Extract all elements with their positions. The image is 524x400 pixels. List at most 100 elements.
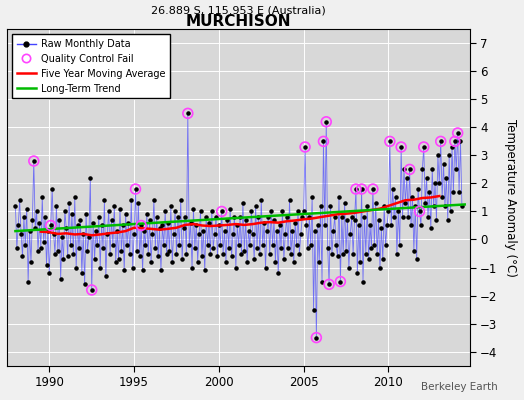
Point bbox=[209, 245, 217, 251]
Point bbox=[271, 259, 280, 265]
Point bbox=[347, 214, 356, 220]
Point bbox=[301, 144, 309, 150]
Point bbox=[264, 214, 272, 220]
Point bbox=[345, 264, 353, 271]
Point bbox=[319, 138, 328, 144]
Point bbox=[198, 253, 206, 260]
Point bbox=[123, 242, 131, 248]
Point bbox=[114, 256, 123, 262]
Point bbox=[83, 248, 92, 254]
Point bbox=[305, 214, 313, 220]
Point bbox=[284, 245, 292, 251]
Point bbox=[272, 228, 281, 234]
Y-axis label: Temperature Anomaly (°C): Temperature Anomaly (°C) bbox=[504, 118, 517, 276]
Point bbox=[280, 256, 288, 262]
Point bbox=[331, 214, 339, 220]
Point bbox=[243, 259, 252, 265]
Point bbox=[132, 186, 140, 192]
Point bbox=[329, 228, 337, 234]
Point bbox=[316, 203, 325, 209]
Point bbox=[388, 186, 397, 192]
Point bbox=[341, 200, 349, 206]
Point bbox=[113, 228, 122, 234]
Point bbox=[20, 214, 28, 220]
Point bbox=[58, 234, 66, 240]
Point bbox=[402, 175, 411, 181]
Point bbox=[110, 203, 118, 209]
Point bbox=[205, 220, 213, 226]
Point bbox=[43, 228, 52, 234]
Point bbox=[147, 259, 155, 265]
Point bbox=[208, 208, 216, 215]
Point bbox=[369, 186, 377, 192]
Point bbox=[277, 245, 285, 251]
Point bbox=[11, 203, 19, 209]
Point bbox=[137, 222, 145, 229]
Point bbox=[213, 253, 222, 260]
Point bbox=[390, 214, 398, 220]
Point bbox=[268, 242, 277, 248]
Point bbox=[452, 166, 461, 173]
Point bbox=[107, 217, 116, 223]
Point bbox=[140, 228, 148, 234]
Point bbox=[59, 256, 68, 262]
Point bbox=[383, 222, 391, 229]
Point bbox=[422, 175, 431, 181]
Point bbox=[67, 242, 75, 248]
Point bbox=[217, 208, 226, 215]
Point bbox=[122, 211, 130, 218]
Point bbox=[124, 220, 133, 226]
Point bbox=[260, 220, 268, 226]
Point bbox=[141, 242, 150, 248]
Point bbox=[152, 214, 161, 220]
Point bbox=[416, 208, 424, 215]
Point bbox=[172, 250, 181, 257]
Point bbox=[222, 259, 230, 265]
Point bbox=[369, 186, 377, 192]
Point bbox=[27, 259, 35, 265]
Point bbox=[346, 231, 354, 237]
Point bbox=[212, 214, 220, 220]
Point bbox=[377, 225, 386, 232]
Point bbox=[446, 208, 455, 215]
Text: Berkeley Earth: Berkeley Earth bbox=[421, 382, 498, 392]
Point bbox=[425, 189, 433, 195]
Point bbox=[227, 253, 236, 260]
Point bbox=[68, 211, 76, 218]
Point bbox=[52, 203, 61, 209]
Point bbox=[292, 242, 301, 248]
Point bbox=[449, 189, 457, 195]
Point bbox=[244, 228, 253, 234]
Point bbox=[304, 245, 312, 251]
Point bbox=[349, 250, 357, 257]
Point bbox=[175, 242, 183, 248]
Point bbox=[24, 278, 32, 285]
Point bbox=[171, 208, 179, 215]
Point bbox=[217, 208, 226, 215]
Point bbox=[57, 276, 65, 282]
Point bbox=[406, 166, 414, 173]
Point bbox=[236, 214, 244, 220]
Point bbox=[229, 231, 237, 237]
Point bbox=[78, 270, 86, 276]
Point bbox=[418, 166, 427, 173]
Point bbox=[65, 200, 73, 206]
Point bbox=[37, 245, 45, 251]
Point bbox=[453, 130, 462, 136]
Point bbox=[396, 242, 404, 248]
Point bbox=[61, 208, 69, 215]
Point bbox=[232, 264, 240, 271]
Point bbox=[42, 262, 51, 268]
Point bbox=[75, 245, 83, 251]
Point bbox=[127, 197, 136, 204]
Point bbox=[17, 231, 25, 237]
Point bbox=[206, 250, 215, 257]
Point bbox=[47, 222, 55, 229]
Point bbox=[29, 158, 38, 164]
Point bbox=[335, 194, 343, 201]
Point bbox=[313, 222, 322, 229]
Point bbox=[343, 217, 352, 223]
Point bbox=[376, 264, 384, 271]
Point bbox=[85, 234, 93, 240]
Point bbox=[336, 278, 345, 285]
